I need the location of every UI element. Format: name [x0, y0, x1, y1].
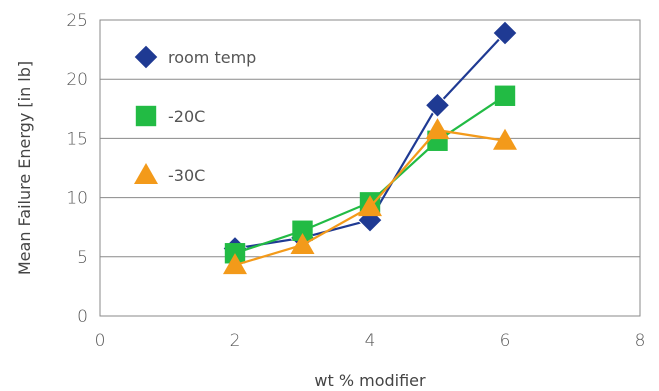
legend-label: room temp	[168, 48, 256, 67]
y-tick-label: 20	[66, 70, 88, 90]
data-point-triangle	[358, 195, 382, 217]
legend-label: -20C	[168, 107, 205, 126]
series-square	[224, 85, 516, 264]
legend-label: -30C	[168, 166, 205, 185]
x-tick-label: 6	[500, 331, 511, 351]
series-triangle	[223, 118, 517, 275]
x-tick-label: 4	[365, 331, 376, 351]
plot-frame	[99, 19, 641, 317]
y-tick-label: 10	[66, 189, 88, 209]
legend-entry: -30C	[134, 163, 205, 185]
series-diamond	[222, 20, 518, 262]
x-tick-label: 8	[635, 331, 646, 351]
legend-marker-square	[135, 105, 157, 127]
x-tick-label: 0	[95, 331, 106, 351]
x-axis-title: wt % modifier	[314, 371, 426, 390]
x-tick-label: 2	[230, 331, 241, 351]
data-point-diamond	[492, 20, 518, 46]
y-tick-label: 15	[66, 129, 88, 149]
data-point-triangle	[425, 118, 450, 140]
legend-marker-diamond	[133, 44, 159, 70]
legend-entry: -20C	[135, 105, 205, 127]
y-tick-label: 5	[77, 248, 88, 268]
data-point-triangle	[223, 253, 247, 275]
y-axis-title: Mean Failure Energy [in lb]	[15, 61, 34, 275]
legend-entry: room temp	[133, 44, 256, 70]
data-point-triangle	[493, 128, 517, 150]
y-tick-label: 0	[77, 307, 88, 327]
y-tick-label: 25	[66, 11, 88, 31]
data-point-square	[494, 85, 516, 106]
legend-marker-triangle	[134, 163, 158, 184]
data-point-diamond	[424, 92, 451, 118]
data-point-square	[292, 220, 313, 241]
data-point-triangle	[290, 232, 315, 254]
